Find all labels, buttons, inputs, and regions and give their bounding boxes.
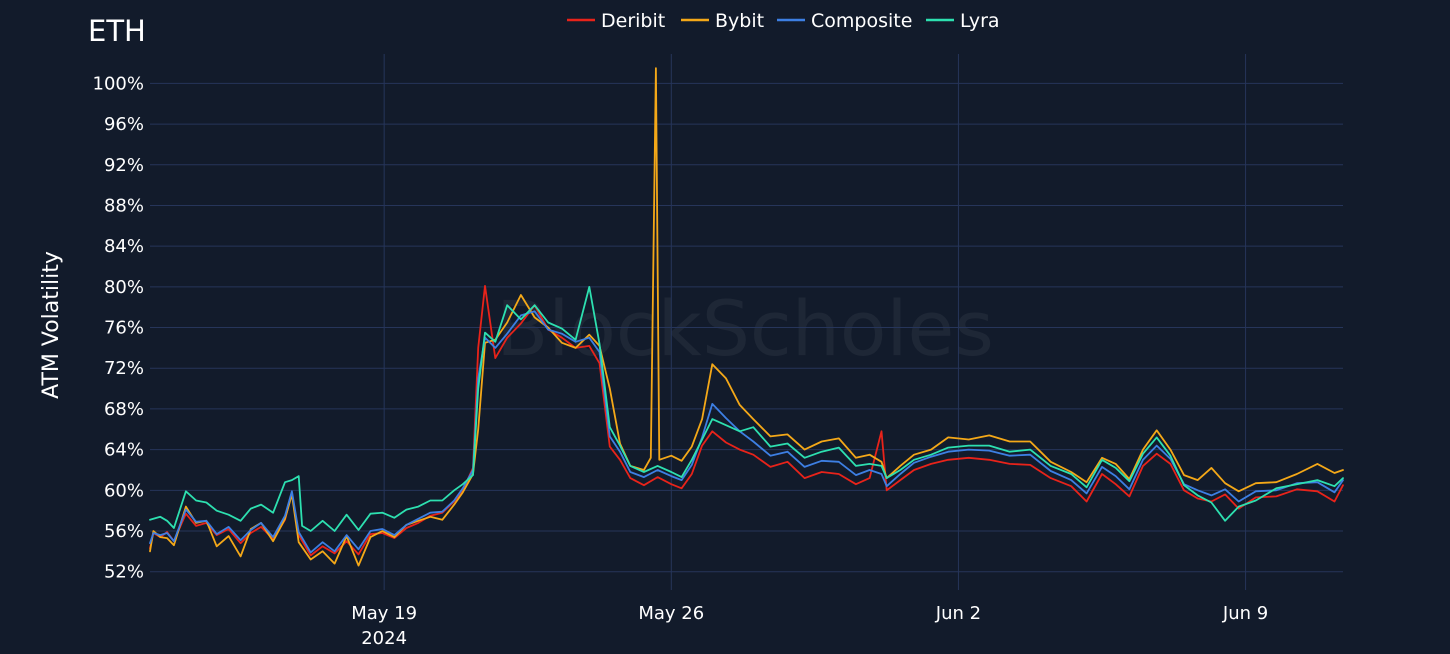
grid <box>150 54 1343 590</box>
legend-label: Deribit <box>601 10 665 32</box>
legend-label: Bybit <box>715 10 764 32</box>
legend-label: Composite <box>811 10 912 32</box>
y-tick-label: 88% <box>104 195 144 216</box>
x-axis: May 19 2024 May 26 Jun 2 Jun 9 <box>351 603 1268 649</box>
y-tick-label: 72% <box>104 358 144 379</box>
series-line-composite <box>149 310 1344 554</box>
y-tick-label: 84% <box>104 236 144 257</box>
y-axis: 52% 56% 60% 64% 68% 72% 76% 80% 84% 88% 92% 96% 100% <box>93 73 144 582</box>
y-tick-label: 68% <box>104 399 144 420</box>
y-tick-label: 96% <box>104 114 144 135</box>
y-tick-label: 64% <box>104 440 144 461</box>
y-tick-label: 56% <box>104 521 144 542</box>
x-tick-year-label: 2024 <box>361 628 407 649</box>
y-tick-label: 60% <box>104 480 144 501</box>
y-axis-label: ATM Volatility <box>39 251 64 399</box>
y-tick-label: 100% <box>93 73 144 94</box>
y-tick-label: 92% <box>104 155 144 176</box>
legend[interactable]: Deribit Bybit Composite Lyra <box>567 10 1000 32</box>
y-tick-label: 52% <box>104 562 144 583</box>
x-tick-label: Jun 9 <box>1222 603 1268 624</box>
legend-item-deribit[interactable]: Deribit <box>567 10 665 32</box>
series-line-bybit <box>149 67 1344 567</box>
legend-item-bybit[interactable]: Bybit <box>681 10 764 32</box>
series-lines <box>149 67 1344 567</box>
legend-item-composite[interactable]: Composite <box>777 10 912 32</box>
watermark-text: BlockScholes <box>496 284 994 373</box>
y-tick-label: 76% <box>104 318 144 339</box>
chart-title: ETH <box>88 14 146 48</box>
x-tick-label: May 19 <box>351 603 417 624</box>
legend-item-lyra[interactable]: Lyra <box>926 10 1000 32</box>
series-line-lyra <box>149 285 1344 532</box>
x-tick-label: May 26 <box>638 603 704 624</box>
legend-label: Lyra <box>960 10 1000 32</box>
y-tick-label: 80% <box>104 277 144 298</box>
x-tick-label: Jun 2 <box>935 603 981 624</box>
